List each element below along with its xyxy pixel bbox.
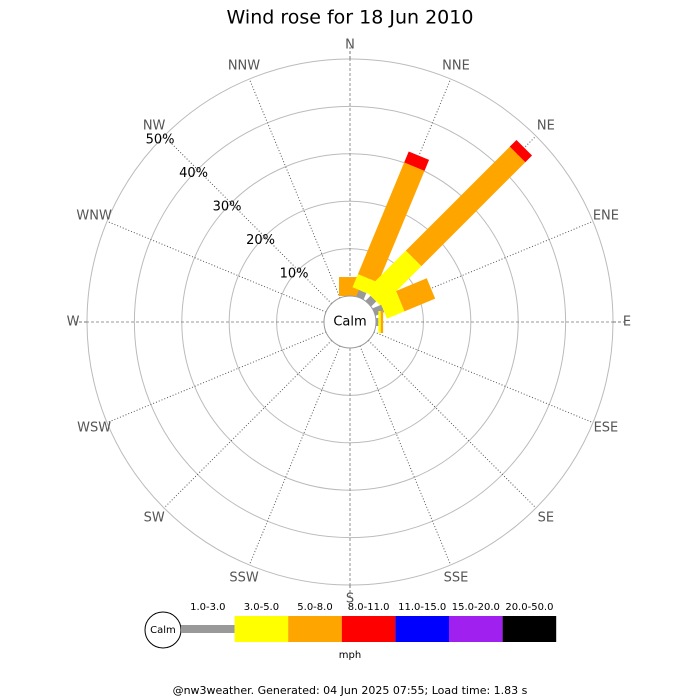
bars	[339, 139, 533, 333]
labels: 10% 20% 30% 40% 50% N NNE NE ENE E ESE SE SSE S SSW SW W…	[67, 38, 632, 607]
r-tick-label: 30%	[213, 200, 242, 215]
direction-label: SSE	[444, 570, 469, 585]
grid-ring	[133, 105, 567, 539]
bar-segment	[365, 295, 377, 307]
spoke	[248, 78, 341, 299]
legend: Calm 1.0-3.0 3.0-5.0 5.0-8.0 8.0-11.0 11.0-15…	[144, 602, 557, 661]
spoke	[359, 345, 452, 566]
direction-label: WSW	[77, 421, 111, 436]
bar-segment	[404, 151, 430, 171]
direction-label: WNW	[76, 208, 112, 223]
calm-label: Calm	[333, 315, 366, 330]
direction-label: SE	[538, 510, 554, 525]
direction-label: E	[623, 315, 631, 330]
r-tick-label: 40%	[179, 166, 208, 181]
legend-swatch	[181, 625, 235, 633]
legend-label: 1.0-3.0	[190, 602, 225, 613]
spoke	[106, 220, 327, 313]
spoke	[368, 340, 537, 509]
legend-swatch	[502, 616, 557, 642]
spoke	[163, 340, 332, 509]
grid-ring	[228, 200, 472, 444]
legend-title: mph	[339, 650, 361, 661]
bar-segment	[405, 146, 526, 267]
legend-swatch	[341, 616, 396, 642]
r-tick-label: 50%	[146, 133, 175, 148]
direction-label: NE	[537, 119, 555, 134]
direction-label: NNE	[442, 59, 470, 74]
bar-segment	[396, 278, 436, 312]
direction-label: S	[346, 592, 354, 607]
footer: @nw3weather. Generated: 04 Jun 2025 07:5…	[173, 684, 528, 697]
direction-label: ENE	[593, 208, 619, 223]
bar-segment	[357, 162, 425, 283]
legend-swatch	[449, 616, 503, 642]
bar-segment	[509, 139, 533, 163]
bar-segment	[376, 318, 379, 326]
direction-label: SSW	[229, 570, 259, 585]
direction-label: W	[67, 315, 80, 330]
legend-swatch	[288, 616, 342, 642]
bar-segment	[378, 311, 381, 333]
legend-label: 8.0-11.0	[348, 602, 390, 613]
legend-label: 20.0-50.0	[505, 602, 553, 613]
legend-swatch	[395, 616, 449, 642]
direction-label: SW	[144, 510, 165, 525]
legend-label: 11.0-15.0	[398, 602, 446, 613]
direction-label: N	[345, 38, 355, 53]
bar-segment	[378, 291, 405, 319]
bar-segment	[365, 250, 422, 307]
spoke	[248, 345, 341, 566]
legend-label: 5.0-8.0	[297, 602, 332, 613]
legend-label: 3.0-5.0	[244, 602, 279, 613]
r-tick-label: 10%	[280, 267, 309, 282]
legend-label: 15.0-20.0	[452, 602, 500, 613]
spoke	[163, 135, 332, 304]
legend-calm-label: Calm	[150, 625, 176, 636]
direction-label: ESE	[594, 421, 619, 436]
direction-label: NNW	[228, 59, 260, 74]
chart-title: Wind rose for 18 Jun 2010	[227, 7, 474, 29]
legend-swatch	[234, 616, 289, 642]
bar-segment	[380, 311, 384, 333]
r-tick-label: 20%	[246, 233, 275, 248]
spoke	[106, 331, 327, 424]
calm-circle	[323, 295, 377, 349]
direction-label: NW	[143, 119, 166, 134]
spoke	[373, 331, 594, 424]
